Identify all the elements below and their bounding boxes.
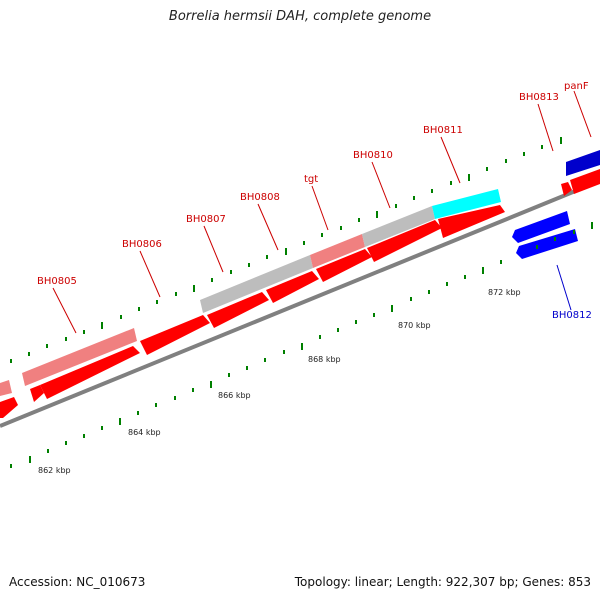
gene-arrow-bh0805 <box>40 346 140 399</box>
genome-backbone <box>0 179 600 428</box>
gene-arrow-bh0807 <box>207 292 269 328</box>
axis-label-866: 866 kbp <box>218 391 251 400</box>
gene-arrow-bh0811 <box>438 205 505 238</box>
feature-bar-tgt-pseudo <box>310 234 365 268</box>
feature-bar-gray-2 <box>362 206 435 247</box>
gene-label-bh0808: BH0808 <box>240 192 280 203</box>
gene-arrow-bh0810 <box>367 220 442 262</box>
tick-marks-lower <box>10 222 593 468</box>
label-leaders <box>52 90 592 334</box>
gene-label-bh0812: BH0812 <box>552 310 592 321</box>
gene-arrow-bh0813-small <box>561 182 572 196</box>
feature-bar-bh0805-pseudo <box>22 328 137 386</box>
gene-label-bh0806: BH0806 <box>122 239 162 250</box>
axis-label-864: 864 kbp <box>128 428 161 437</box>
map-title: Borrelia hermsii DAH, complete genome <box>168 9 432 24</box>
gene-label-bh0805: BH0805 <box>37 276 77 287</box>
gene-label-panf: panF <box>564 81 589 92</box>
gene-arrow-tgt <box>316 249 372 282</box>
genome-summary-text: Topology: linear; Length: 922,307 bp; Ge… <box>294 575 591 589</box>
feature-bar-gray-1 <box>200 255 313 313</box>
axis-label-872: 872 kbp <box>488 288 521 297</box>
axis-label-870: 870 kbp <box>398 321 431 330</box>
gene-label-bh0810: BH0810 <box>353 150 393 161</box>
axis-label-868: 868 kbp <box>308 355 341 364</box>
gene-arrow-bh0806 <box>140 315 210 355</box>
gene-arrow-bh0805-small <box>30 385 44 402</box>
gene-labels: BH0805 BH0806 BH0807 BH0808 tgt BH0810 B… <box>37 81 592 321</box>
gene-label-tgt: tgt <box>304 174 318 185</box>
forward-genes <box>0 169 600 418</box>
gene-arrow-edge <box>0 397 18 418</box>
accession-text: Accession: NC_010673 <box>9 575 146 589</box>
gene-arrow-bh0808 <box>266 271 319 303</box>
gene-arrow-panf <box>570 169 600 194</box>
gene-label-bh0811: BH0811 <box>423 125 463 136</box>
feature-bar-bh0811-rna <box>432 189 501 219</box>
feature-bar-bh0813-reverse <box>566 150 600 176</box>
tick-marks-upper <box>10 137 562 363</box>
gene-label-bh0807: BH0807 <box>186 214 226 225</box>
gene-arrow-bh0812-a <box>512 211 570 243</box>
feature-track-upper <box>0 150 600 396</box>
feature-bar-left-edge <box>0 380 12 396</box>
axis-label-862: 862 kbp <box>38 466 71 475</box>
reverse-genes <box>512 211 578 259</box>
gene-label-bh0813: BH0813 <box>519 92 559 103</box>
gene-arrow-bh0812-b <box>516 229 578 259</box>
axis-labels: 862 kbp 864 kbp 866 kbp 868 kbp 870 kbp … <box>38 288 521 475</box>
